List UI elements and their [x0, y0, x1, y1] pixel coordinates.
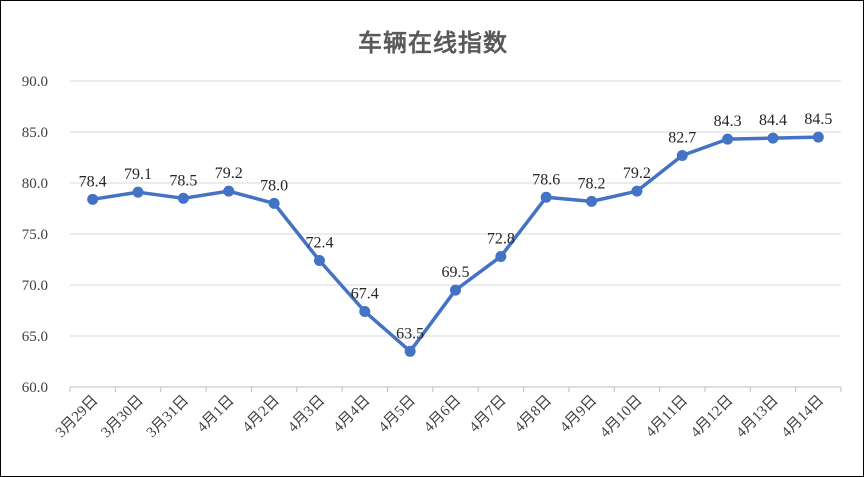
data-point: [404, 345, 416, 357]
data-label: 69.5: [442, 264, 470, 281]
y-tick-label: 75.0: [22, 227, 48, 243]
x-tick-label: 4月12日: [688, 393, 736, 441]
x-tick-label: 4月1日: [194, 393, 237, 436]
y-tick-label: 60.0: [22, 380, 48, 396]
y-tick-label: 90.0: [22, 74, 48, 90]
data-label: 79.2: [215, 165, 243, 182]
data-label: 78.0: [260, 177, 288, 194]
data-label: 67.4: [351, 286, 379, 303]
y-tick-label: 80.0: [22, 176, 48, 192]
data-point: [132, 186, 144, 198]
y-tick-label: 85.0: [22, 125, 48, 141]
x-tick-label: 4月7日: [467, 393, 510, 436]
x-tick-label: 4月13日: [733, 393, 781, 441]
x-tick-label: 4月3日: [285, 393, 328, 436]
data-point: [223, 185, 235, 197]
data-point: [359, 306, 371, 318]
x-tick-label: 4月9日: [557, 393, 600, 436]
x-tick-label: 4月14日: [779, 393, 827, 441]
data-point: [313, 255, 325, 267]
data-label: 84.5: [804, 111, 832, 128]
data-label: 78.5: [169, 172, 197, 189]
data-label: 82.7: [668, 129, 696, 146]
data-point: [812, 131, 824, 143]
x-tick-label: 3月29日: [53, 393, 101, 441]
data-point: [177, 192, 189, 204]
x-tick-label: 4月5日: [376, 393, 419, 436]
data-point: [722, 133, 734, 145]
data-label: 63.5: [396, 325, 424, 342]
x-tick-label: 3月31日: [144, 393, 192, 441]
chart-title: 车辆在线指数: [358, 29, 508, 57]
data-point: [631, 185, 643, 197]
data-point: [87, 193, 99, 205]
data-point: [450, 284, 461, 296]
data-point: [495, 250, 507, 262]
x-tick-label: 3月30日: [98, 393, 146, 441]
x-tick-label: 4月10日: [597, 393, 645, 441]
x-tick-label: 4月4日: [330, 393, 373, 436]
data-point: [586, 195, 598, 207]
data-label: 79.1: [124, 166, 152, 183]
data-label: 78.4: [79, 173, 107, 190]
data-label: 79.2: [623, 165, 651, 182]
data-point: [540, 191, 552, 203]
data-label: 72.4: [305, 235, 333, 252]
data-label: 84.3: [714, 113, 742, 130]
data-point: [268, 197, 280, 209]
x-tick-label: 4月6日: [421, 393, 464, 436]
data-label: 72.8: [487, 230, 515, 247]
data-label: 84.4: [759, 112, 787, 129]
x-tick-label: 4月8日: [512, 393, 555, 436]
data-point: [767, 132, 779, 144]
data-label: 78.6: [532, 171, 560, 188]
y-tick-label: 70.0: [22, 278, 48, 294]
data-label: 78.2: [578, 175, 606, 192]
y-tick-label: 65.0: [22, 329, 48, 345]
x-tick-label: 4月2日: [240, 393, 283, 436]
x-tick-label: 4月11日: [643, 393, 691, 441]
series-line: [90, 135, 821, 354]
data-point: [676, 149, 688, 161]
